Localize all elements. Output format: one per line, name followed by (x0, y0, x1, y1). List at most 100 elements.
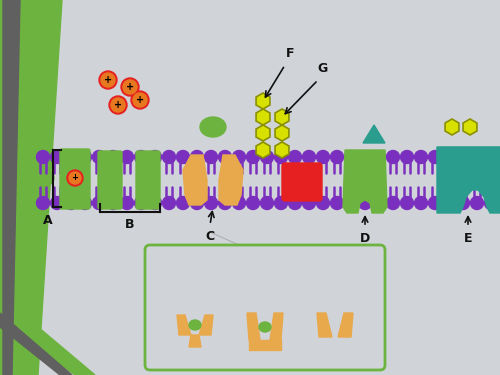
Polygon shape (445, 119, 459, 135)
Polygon shape (0, 0, 62, 375)
Circle shape (274, 196, 287, 210)
Circle shape (204, 196, 218, 210)
Polygon shape (249, 340, 281, 350)
Circle shape (344, 150, 358, 164)
Circle shape (64, 150, 78, 164)
Circle shape (36, 150, 50, 164)
Polygon shape (437, 147, 500, 160)
Circle shape (50, 150, 64, 164)
Circle shape (40, 171, 54, 185)
Circle shape (414, 196, 428, 210)
Circle shape (120, 150, 134, 164)
Circle shape (232, 150, 245, 164)
Circle shape (260, 196, 274, 210)
Circle shape (442, 196, 456, 210)
Ellipse shape (189, 320, 201, 330)
Circle shape (23, 50, 37, 64)
Circle shape (484, 196, 498, 210)
Polygon shape (363, 125, 385, 143)
Circle shape (274, 150, 287, 164)
Circle shape (176, 196, 190, 210)
Circle shape (190, 196, 203, 210)
Circle shape (428, 150, 442, 164)
Text: D: D (360, 232, 370, 245)
Circle shape (101, 73, 115, 87)
Text: F: F (286, 47, 294, 60)
FancyBboxPatch shape (98, 151, 122, 209)
Circle shape (134, 150, 147, 164)
Circle shape (302, 150, 316, 164)
Text: C: C (206, 230, 214, 243)
Circle shape (232, 196, 245, 210)
Circle shape (106, 150, 120, 164)
Circle shape (218, 150, 232, 164)
Polygon shape (463, 119, 477, 135)
Circle shape (316, 196, 330, 210)
Circle shape (162, 196, 175, 210)
Circle shape (470, 150, 484, 164)
Circle shape (218, 196, 232, 210)
Text: +: + (72, 174, 78, 183)
Text: B: B (125, 219, 135, 231)
Text: +: + (126, 82, 134, 92)
Circle shape (190, 150, 203, 164)
Polygon shape (189, 335, 201, 347)
FancyBboxPatch shape (282, 163, 322, 201)
Circle shape (33, 113, 47, 127)
Circle shape (302, 196, 316, 210)
Circle shape (456, 196, 469, 210)
Text: A: A (43, 213, 53, 226)
Circle shape (106, 196, 120, 210)
Text: +: + (104, 75, 112, 85)
Ellipse shape (200, 117, 226, 137)
Circle shape (78, 196, 92, 210)
Circle shape (288, 150, 302, 164)
Circle shape (64, 196, 78, 210)
Circle shape (111, 98, 125, 112)
Circle shape (204, 150, 218, 164)
Circle shape (344, 196, 358, 210)
FancyBboxPatch shape (145, 245, 385, 370)
Polygon shape (199, 315, 213, 335)
Circle shape (246, 150, 260, 164)
Circle shape (386, 150, 400, 164)
Circle shape (176, 150, 190, 164)
Circle shape (92, 196, 106, 210)
Circle shape (162, 150, 175, 164)
Circle shape (36, 196, 50, 210)
Polygon shape (343, 150, 387, 213)
Circle shape (148, 196, 162, 210)
Polygon shape (275, 125, 289, 141)
Circle shape (78, 150, 92, 164)
Circle shape (121, 78, 139, 96)
Polygon shape (317, 313, 332, 337)
Circle shape (120, 196, 134, 210)
Circle shape (99, 71, 117, 89)
Polygon shape (275, 109, 289, 125)
Circle shape (330, 196, 344, 210)
Polygon shape (0, 313, 72, 375)
Circle shape (133, 93, 147, 107)
Circle shape (316, 150, 330, 164)
Polygon shape (3, 0, 20, 375)
Text: +: + (136, 95, 144, 105)
Circle shape (134, 196, 147, 210)
Circle shape (260, 150, 274, 164)
Polygon shape (270, 313, 283, 340)
Circle shape (330, 150, 344, 164)
Circle shape (288, 196, 302, 210)
Circle shape (372, 196, 386, 210)
Polygon shape (247, 313, 260, 340)
Circle shape (456, 150, 469, 164)
Circle shape (400, 196, 413, 210)
Circle shape (386, 196, 400, 210)
Polygon shape (177, 315, 191, 335)
Circle shape (484, 150, 498, 164)
Ellipse shape (259, 322, 271, 332)
Polygon shape (256, 93, 270, 109)
Polygon shape (256, 109, 270, 125)
Circle shape (148, 150, 162, 164)
Circle shape (442, 150, 456, 164)
Circle shape (131, 91, 149, 109)
Circle shape (358, 196, 372, 210)
